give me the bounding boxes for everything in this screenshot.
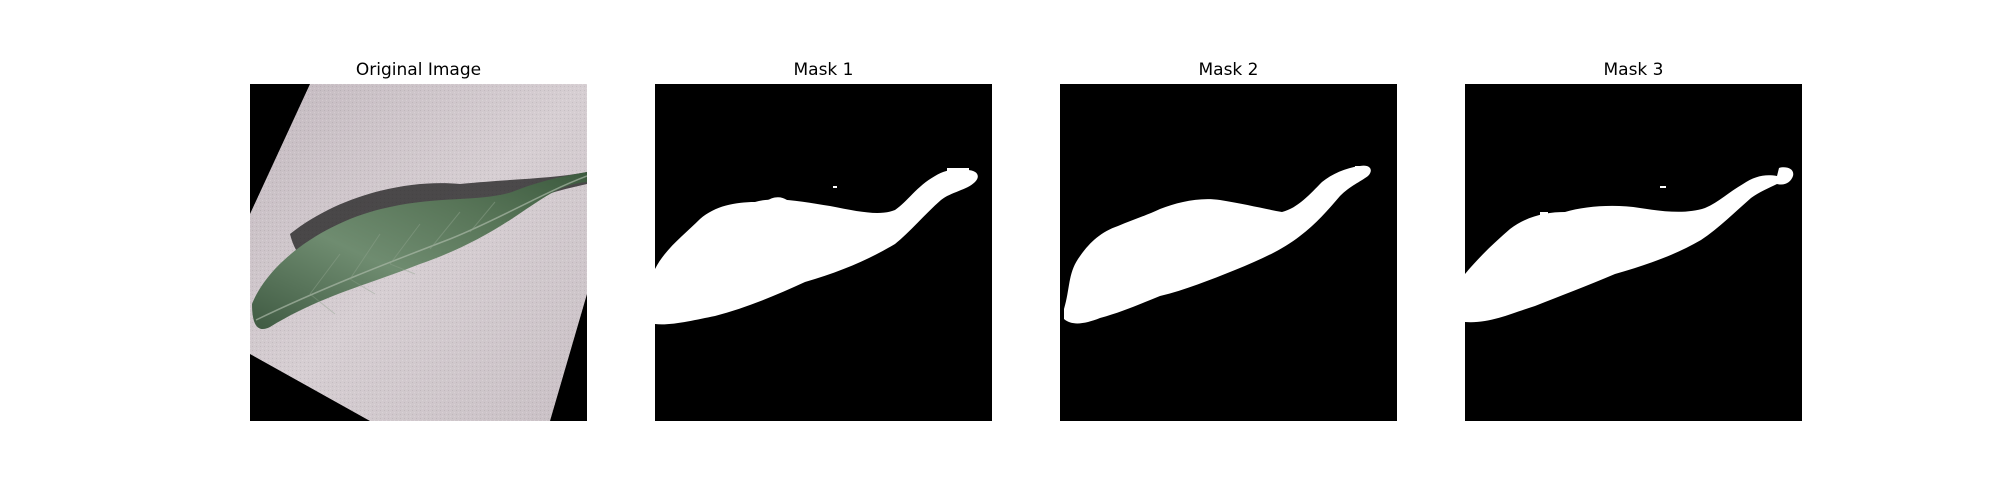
panel-mask-2: Mask 2 [1060, 58, 1397, 421]
panel-original-image: Original Image [250, 58, 587, 421]
panel-title: Mask 2 [1198, 60, 1259, 80]
panel-mask-1: Mask 1 [655, 58, 992, 421]
mask-3-image [1465, 84, 1802, 421]
panel-mask-3: Mask 3 [1465, 58, 1802, 421]
panel-title: Mask 3 [1603, 60, 1664, 80]
mask-1-image [655, 84, 992, 421]
panel-title: Original Image [355, 60, 482, 80]
mask-2-image [1060, 84, 1397, 421]
original-leaf-photo [250, 84, 587, 421]
panel-title: Mask 1 [793, 60, 854, 80]
